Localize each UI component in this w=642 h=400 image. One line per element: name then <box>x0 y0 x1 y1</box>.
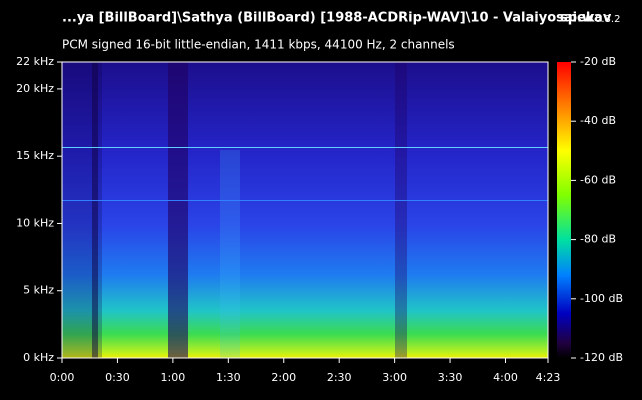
colorbar-tick-label: -100 dB <box>580 292 623 305</box>
file-title: ...ya [BillBoard]\Sathya (BillBoard) [19… <box>62 11 612 26</box>
colorbar-tick-label: -60 dB <box>580 173 616 186</box>
x-tick-label: 4:00 <box>493 371 518 384</box>
y-tick-label: 20 kHz <box>16 82 54 95</box>
plot-frame <box>61 61 549 359</box>
x-tick-label: 3:30 <box>438 371 463 384</box>
x-tick-label: 0:30 <box>105 371 130 384</box>
app-name: spek <box>560 11 595 26</box>
colorbar-tick-label: -40 dB <box>580 114 616 127</box>
colorbar-tick-label: -80 dB <box>580 233 616 246</box>
colorbar-tick-label: -120 dB <box>580 351 623 364</box>
app-version: 0.8.2 <box>595 14 620 25</box>
colorbar-tick-label: -20 dB <box>580 55 616 68</box>
spectrogram <box>62 62 548 358</box>
y-tick-label: 0 kHz <box>23 351 54 364</box>
y-tick-label: 5 kHz <box>23 284 54 297</box>
x-tick-label: 0:00 <box>50 371 75 384</box>
colorbar <box>557 62 571 358</box>
y-tick-label: 10 kHz <box>16 216 54 229</box>
x-tick-label: 4:23 <box>536 371 561 384</box>
x-tick-label: 1:00 <box>161 371 186 384</box>
x-tick-label: 3:00 <box>382 371 407 384</box>
format-info: PCM signed 16-bit little-endian, 1411 kb… <box>62 38 455 52</box>
y-tick-label: 15 kHz <box>16 149 54 162</box>
x-tick-label: 1:30 <box>216 371 241 384</box>
x-tick-label: 2:00 <box>271 371 296 384</box>
x-tick-label: 2:30 <box>327 371 352 384</box>
y-tick-label: 22 kHz <box>16 55 54 68</box>
